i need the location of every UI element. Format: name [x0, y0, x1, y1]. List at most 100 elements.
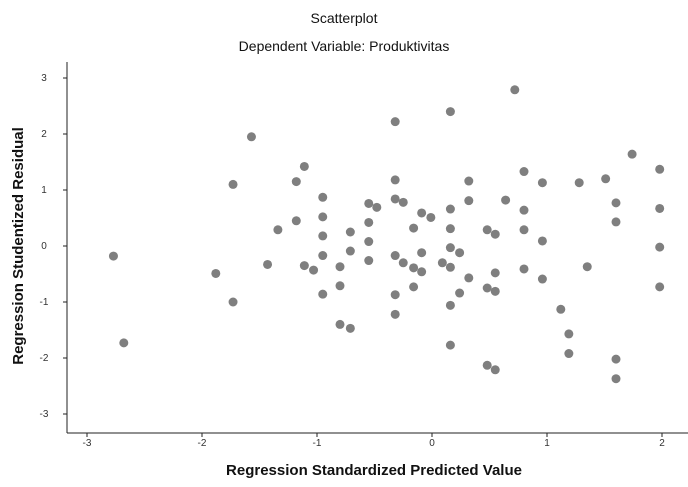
data-point	[291, 216, 301, 226]
data-point	[501, 195, 511, 205]
data-point	[574, 178, 584, 188]
data-point	[556, 304, 566, 314]
data-point	[364, 217, 374, 227]
data-point	[519, 225, 529, 235]
data-point	[390, 194, 400, 204]
data-point	[409, 263, 419, 273]
data-point	[390, 175, 400, 185]
data-point	[445, 300, 455, 310]
data-point	[345, 246, 355, 256]
data-point	[364, 237, 374, 247]
data-point	[601, 174, 611, 184]
y-tick-label: -1	[40, 297, 49, 308]
y-tick-label: -3	[40, 409, 49, 420]
data-point	[345, 323, 355, 333]
data-point	[611, 354, 621, 364]
data-point	[445, 243, 455, 253]
data-point	[390, 117, 400, 127]
data-point	[318, 289, 328, 299]
data-point	[611, 217, 621, 227]
data-point	[627, 149, 637, 159]
data-point	[510, 85, 520, 95]
data-point	[364, 198, 374, 208]
data-point	[437, 258, 447, 268]
data-point	[335, 262, 345, 272]
data-point	[390, 290, 400, 300]
data-point	[537, 274, 547, 284]
data-point	[108, 251, 118, 261]
data-point	[390, 251, 400, 261]
chart-title: Scatterplot	[311, 10, 378, 26]
y-tick-label: 3	[41, 73, 47, 84]
data-point	[445, 262, 455, 272]
data-point	[445, 204, 455, 214]
data-point	[291, 177, 301, 187]
data-point	[445, 107, 455, 117]
x-tick-label: -3	[83, 438, 92, 449]
data-point	[582, 262, 592, 272]
data-point	[299, 261, 309, 271]
x-tick-label: -2	[198, 438, 207, 449]
chart-subtitle: Dependent Variable: Produktivitas	[239, 38, 450, 54]
x-axis-title: Regression Standardized Predicted Value	[226, 462, 522, 479]
data-point	[309, 265, 319, 275]
y-tick-label: -2	[40, 353, 49, 364]
data-point	[318, 231, 328, 241]
data-points	[108, 85, 665, 384]
data-point	[409, 223, 419, 233]
data-point	[228, 297, 238, 307]
data-point	[537, 236, 547, 246]
data-point	[211, 268, 221, 278]
data-point	[490, 268, 500, 278]
data-point	[519, 205, 529, 215]
data-point	[564, 349, 574, 359]
data-point	[655, 203, 665, 213]
data-point	[490, 365, 500, 375]
data-point	[426, 212, 436, 222]
x-tick-label: 1	[544, 438, 550, 449]
y-tick-label: 0	[41, 241, 47, 252]
data-point	[398, 258, 408, 268]
data-point	[655, 282, 665, 292]
data-point	[482, 360, 492, 370]
y-ticks: -3 -2 -1 0 1 2 3	[40, 73, 67, 420]
y-tick-label: 2	[41, 129, 47, 140]
data-point	[228, 179, 238, 189]
y-tick-label: 1	[41, 185, 47, 196]
data-point	[455, 288, 465, 298]
data-point	[490, 229, 500, 239]
data-point	[519, 264, 529, 274]
data-point	[482, 283, 492, 293]
x-ticks: -3 -2 -1 0 1 2	[83, 433, 665, 449]
data-point	[372, 202, 382, 212]
data-point	[564, 329, 574, 339]
data-point	[318, 251, 328, 261]
data-point	[345, 227, 355, 237]
data-point	[490, 286, 500, 296]
data-point	[455, 248, 465, 258]
data-point	[611, 198, 621, 208]
data-point	[299, 161, 309, 171]
data-point	[655, 164, 665, 174]
data-point	[390, 309, 400, 319]
data-point	[318, 192, 328, 202]
data-point	[464, 176, 474, 186]
data-point	[464, 196, 474, 206]
data-point	[482, 225, 492, 235]
x-tick-label: 2	[659, 438, 665, 449]
data-point	[335, 281, 345, 291]
data-point	[519, 167, 529, 177]
data-point	[417, 267, 427, 277]
data-point	[119, 338, 129, 348]
data-point	[417, 248, 427, 258]
data-point	[409, 282, 419, 292]
axes	[66, 62, 688, 434]
data-point	[273, 225, 283, 235]
y-axis-title: Regression Studentized Residual	[10, 127, 27, 365]
data-point	[263, 259, 273, 269]
data-point	[417, 208, 427, 218]
data-point	[445, 340, 455, 350]
x-tick-label: 0	[429, 438, 435, 449]
data-point	[445, 224, 455, 234]
